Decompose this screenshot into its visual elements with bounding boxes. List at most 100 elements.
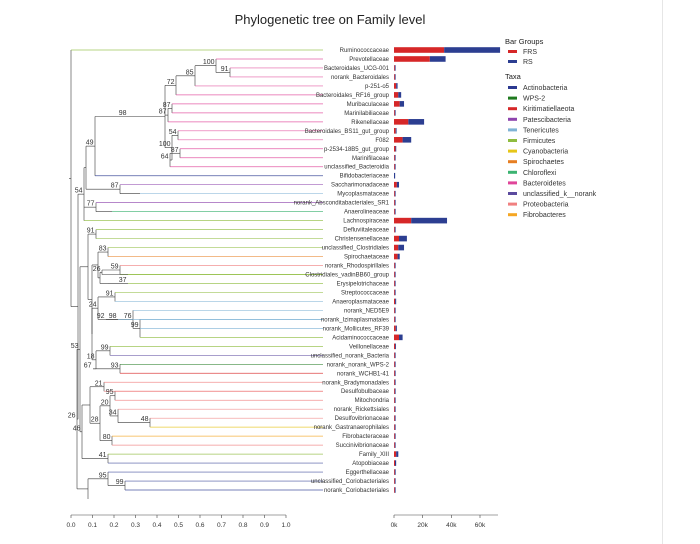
bootstrap-label: 64 xyxy=(161,154,169,161)
bar-rs xyxy=(394,424,396,430)
legend-bar-swatch xyxy=(508,50,517,53)
bootstrap-label: 93 xyxy=(111,362,119,369)
legend-bar-title: Bar Groups xyxy=(505,37,544,46)
bar-frs xyxy=(394,56,430,62)
legend-bar-label: FRS xyxy=(523,49,537,56)
bootstrap-label: 95 xyxy=(106,389,114,396)
family-label: Streptococcaceae xyxy=(341,290,390,296)
family-label: Saccharimonadaceae xyxy=(331,183,390,189)
bootstrap-label: 34 xyxy=(109,409,117,416)
bootstrap-label: 99 xyxy=(101,344,109,351)
family-label: Spirochaetaceae xyxy=(344,255,390,261)
bar-frs xyxy=(394,47,445,53)
tree-axis-tick-label: 0.3 xyxy=(131,522,140,529)
bar-axis-tick-label: 40k xyxy=(446,522,457,529)
bar-rs xyxy=(395,128,397,134)
bar-rs xyxy=(398,244,405,251)
bar-rs xyxy=(395,325,397,332)
family-label: Mitochondria xyxy=(355,398,390,404)
family-label: unclassified_Bacteroidia xyxy=(324,165,389,171)
family-label: norank_Mollicutes_RF39 xyxy=(323,326,390,332)
family-label: norank_norank_WPS-2 xyxy=(327,362,390,368)
bar-frs xyxy=(394,83,397,89)
bar-frs xyxy=(394,110,395,116)
bar-frs xyxy=(394,298,396,305)
bootstrap-label: 41 xyxy=(99,452,107,459)
bar-rs xyxy=(394,361,396,368)
panel-divider xyxy=(662,0,663,544)
legend-taxa-swatch xyxy=(508,202,517,206)
family-label: Desulfobulbaceae xyxy=(341,389,390,395)
legend-taxa-title: Taxa xyxy=(505,72,522,81)
bar-rs xyxy=(399,101,405,107)
family-label: norank_Rickettsiales xyxy=(334,407,389,413)
bar-rs xyxy=(394,406,396,412)
bar-rs xyxy=(394,370,396,377)
bootstrap-label: 83 xyxy=(99,246,107,253)
tree-axis-tick-label: 0.7 xyxy=(217,522,226,529)
bar-frs xyxy=(394,226,395,233)
bar-frs xyxy=(394,406,395,412)
legend-taxa-label: Patescibacteria xyxy=(523,117,571,124)
family-label: norank_Bacteroidales xyxy=(331,75,389,81)
legend-taxa-swatch xyxy=(508,139,517,142)
family-label: unclassified_norank_Bacteria xyxy=(311,353,390,359)
legend-taxa-swatch xyxy=(508,96,517,100)
bar-rs xyxy=(394,172,396,179)
bar-frs xyxy=(394,128,396,134)
bar-rs xyxy=(429,56,446,62)
bar-rs xyxy=(394,307,396,314)
legend-taxa-swatch xyxy=(508,149,517,153)
bar-frs xyxy=(394,262,395,269)
bar-frs xyxy=(394,316,395,323)
legend-taxa-swatch xyxy=(508,128,517,132)
bar-frs xyxy=(394,74,395,80)
bar-rs xyxy=(394,289,396,296)
bar-frs xyxy=(394,442,395,448)
family-label: Defluviitaleaceae xyxy=(343,228,389,234)
bar-rs xyxy=(394,433,396,439)
bar-rs xyxy=(396,181,400,188)
legend-taxa-swatch xyxy=(508,192,517,195)
bootstrap-label: 18 xyxy=(87,353,95,360)
family-label: Acidaminococcaceae xyxy=(332,335,389,341)
bar-rs xyxy=(394,388,396,395)
bar-frs xyxy=(394,289,395,296)
family-label: Muribaculaceae xyxy=(347,102,390,108)
bar-frs xyxy=(394,253,398,260)
bootstrap-label: 28 xyxy=(91,417,99,424)
family-label: unclassified_Coriobacteriales xyxy=(311,479,389,485)
bootstrap-label: 87 xyxy=(171,147,179,154)
bootstrap-label: 99 xyxy=(116,479,124,486)
legend-taxa-swatch xyxy=(508,160,517,164)
legend-taxa-label: Fibrobacteres xyxy=(523,212,566,219)
legend-taxa-swatch xyxy=(508,86,517,89)
bar-frs xyxy=(394,307,395,314)
family-label: norank_Rhodospirillales xyxy=(325,264,389,270)
bootstrap-label: 85 xyxy=(186,69,194,76)
bar-rs xyxy=(394,442,396,448)
family-label: Lachnospiraceae xyxy=(343,219,389,225)
legend-taxa-swatch xyxy=(508,181,517,185)
legend-taxa-swatch xyxy=(508,107,517,111)
bar-rs xyxy=(444,47,501,53)
legend-taxa-label: Chloroflexi xyxy=(523,170,557,177)
bar-frs xyxy=(394,379,395,386)
family-label: Bacteroidales_UCG-001 xyxy=(324,66,390,72)
legend-taxa-label: Actinobacteria xyxy=(523,85,567,92)
bootstrap-label: 54 xyxy=(169,129,177,136)
bar-frs xyxy=(394,271,395,278)
family-label: norank_WCHB1-41 xyxy=(337,371,390,377)
bar-frs xyxy=(394,163,395,170)
bar-rs xyxy=(395,145,397,152)
bootstrap-label: 80 xyxy=(103,434,111,441)
family-label: Prevotellaceae xyxy=(349,57,389,63)
bar-frs xyxy=(394,334,400,341)
family-label: Rikenellaceae xyxy=(351,120,389,126)
family-label: Eggerthellaceae xyxy=(346,470,390,476)
bar-frs xyxy=(394,487,395,493)
tree-axis-tick-label: 0.2 xyxy=(109,522,118,529)
bar-rs xyxy=(394,280,396,287)
bootstrap-label: 76 xyxy=(124,313,132,320)
